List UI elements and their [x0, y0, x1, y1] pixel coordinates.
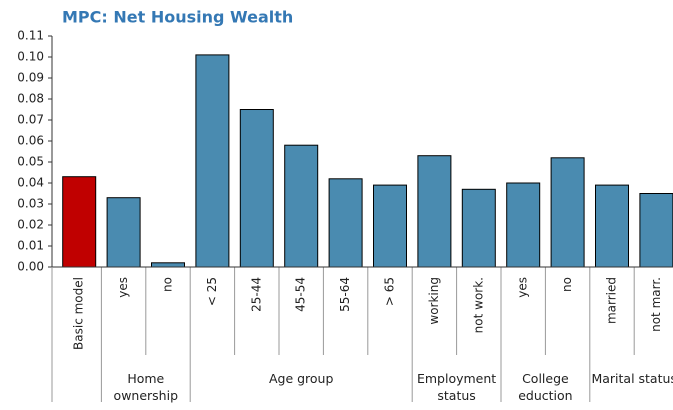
- y-tick-label: 0.00: [17, 260, 44, 274]
- y-tick-label: 0.04: [17, 176, 44, 190]
- x-tick-label: Basic model: [72, 277, 86, 350]
- group-label: Marital status: [591, 371, 673, 386]
- bar: [461, 188, 496, 268]
- y-tick-label: 0.02: [17, 218, 44, 232]
- x-tick-label: not work.: [471, 277, 485, 333]
- y-tick-label: 0.09: [17, 71, 44, 85]
- bar: [151, 262, 185, 268]
- x-tick-label: 45-54: [294, 277, 308, 312]
- x-tick-label: not marr.: [649, 277, 663, 332]
- x-tick-label: working: [427, 277, 441, 325]
- y-tick-label: 0.08: [17, 92, 44, 106]
- bar: [373, 184, 407, 268]
- chart-title: MPC: Net Housing Wealth: [62, 8, 293, 27]
- y-tick-label: 0.03: [17, 197, 44, 211]
- group-label: Home ownership: [113, 371, 179, 403]
- y-tick-label: 0.07: [17, 113, 44, 127]
- x-tick-label: no: [560, 277, 574, 292]
- x-tick-label: married: [605, 277, 619, 324]
- bar: [328, 178, 363, 268]
- x-tick-label: 55-64: [338, 277, 352, 312]
- bar: [595, 184, 629, 268]
- x-tick-label: no: [161, 277, 175, 292]
- x-tick-label: yes: [516, 277, 530, 298]
- y-tick-label: 0.05: [17, 155, 44, 169]
- group-label: Employment status: [416, 371, 497, 403]
- y-tick-label: 0.10: [17, 50, 44, 64]
- x-tick-label: yes: [116, 277, 130, 298]
- bar: [239, 109, 274, 268]
- bar: [195, 54, 230, 268]
- bar: [550, 157, 585, 268]
- x-tick-label: 25-44: [249, 277, 263, 312]
- bar: [417, 155, 452, 268]
- y-tick-label: 0.06: [17, 134, 44, 148]
- bar: [639, 193, 673, 268]
- bar: [506, 182, 541, 268]
- group-label: College eduction: [518, 371, 573, 403]
- y-tick-label: 0.01: [17, 239, 44, 253]
- x-tick-label: > 65: [383, 277, 397, 306]
- bar: [106, 197, 141, 268]
- x-tick-label: < 25: [205, 277, 219, 306]
- bar: [284, 144, 319, 268]
- group-label: Age group: [268, 371, 334, 386]
- y-tick-label: 0.11: [17, 29, 44, 43]
- bar: [62, 176, 97, 268]
